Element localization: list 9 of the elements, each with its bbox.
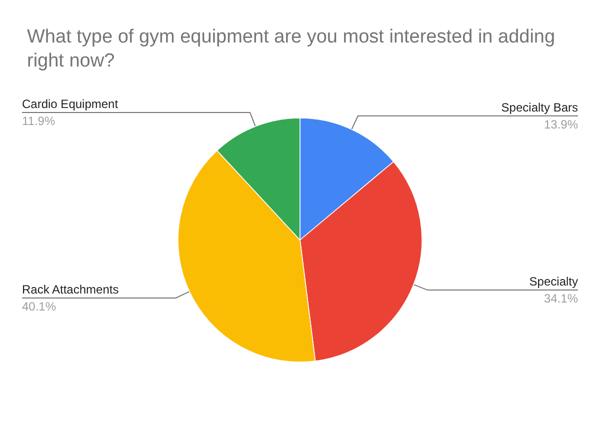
data-label: 34.1% [544, 292, 578, 306]
slice-label: Rack Attachments [22, 282, 119, 296]
slice-label: Cardio Equipment [22, 96, 119, 111]
data-label: 11.9% [22, 114, 56, 128]
data-label: 13.9% [544, 117, 578, 132]
data-label: 40.1% [22, 299, 56, 314]
chart-title: What type of gym equipment are you most interested in adding right now? [27, 26, 560, 72]
slice-label: Specialty Bars [501, 100, 578, 114]
slice-label: Specialty [529, 274, 578, 289]
